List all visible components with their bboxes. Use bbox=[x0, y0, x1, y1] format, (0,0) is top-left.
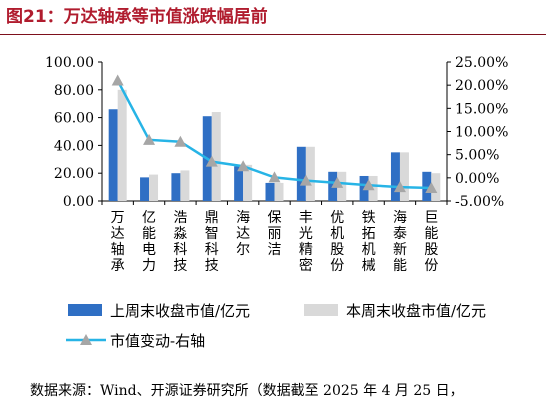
bar-this-week bbox=[305, 146, 315, 201]
x-axis-category-label: 丰光精密 bbox=[299, 210, 313, 274]
bar-this-week bbox=[274, 182, 284, 201]
x-axis-category-label: 海泰新能 bbox=[393, 210, 407, 274]
change-point bbox=[299, 174, 312, 186]
change-point bbox=[205, 155, 218, 167]
right-axis-tick-label: 5.00% bbox=[455, 148, 499, 164]
right-axis-tick-label: 20.00% bbox=[455, 78, 508, 94]
right-axis-tick-label: 10.00% bbox=[455, 125, 508, 141]
legend-label-this-week: 本周末收盘市值/亿元 bbox=[346, 302, 486, 320]
change-point bbox=[331, 176, 344, 188]
x-axis-category-label: 海达尔 bbox=[236, 210, 250, 258]
right-axis-tick-label: -5.00% bbox=[455, 194, 504, 210]
left-axis-tick-label: 80.00 bbox=[54, 83, 94, 99]
x-axis-category-label: 保丽洁 bbox=[268, 210, 282, 258]
bar-last-week bbox=[108, 109, 118, 201]
bar-this-week bbox=[243, 164, 253, 201]
bar-this-week bbox=[211, 112, 221, 201]
change-point bbox=[268, 171, 281, 183]
bar-last-week bbox=[390, 152, 400, 201]
x-axis-category-label: 巨能股份 bbox=[424, 210, 438, 274]
x-axis-category-label: 万达轴承 bbox=[111, 210, 125, 274]
left-axis-tick-label: 100.00 bbox=[45, 55, 94, 71]
legend-swatch-change-marker bbox=[80, 334, 92, 345]
left-axis-tick-label: 60.00 bbox=[54, 111, 94, 127]
bar-last-week bbox=[171, 173, 181, 201]
bar-last-week bbox=[140, 177, 150, 201]
change-point bbox=[362, 179, 375, 191]
change-point bbox=[393, 181, 406, 193]
source-note: 数据来源：Wind、开源证券研究所（数据截至 2025 年 4 月 25 日， bbox=[30, 383, 464, 399]
change-point bbox=[143, 133, 156, 145]
market-cap-chart: 0.00 20.00 40.00 60.00 80.00 100.00 -5.00% 0.00… bbox=[45, 55, 508, 350]
x-axis-category-label: 亿能电力 bbox=[142, 210, 156, 274]
change-point bbox=[425, 182, 438, 194]
legend-swatch-this-week bbox=[304, 304, 338, 316]
bar-this-week bbox=[117, 89, 127, 201]
right-axis-tick-label: 0.00% bbox=[455, 171, 499, 187]
title-divider bbox=[0, 34, 546, 35]
left-axis-tick-label: 0.00 bbox=[63, 194, 94, 210]
bar-last-week bbox=[296, 146, 306, 201]
bar-last-week bbox=[265, 182, 275, 201]
bar-last-week bbox=[422, 171, 432, 201]
legend-label-last-week: 上周末收盘市值/亿元 bbox=[110, 302, 250, 320]
left-axis-tick-label: 40.00 bbox=[54, 138, 94, 154]
right-axis-tick-label: 15.00% bbox=[455, 101, 508, 117]
x-axis-category-label: 浩淼科技 bbox=[173, 210, 187, 274]
chart-title: 图21：万达轴承等市值涨跌幅居前 bbox=[6, 7, 268, 27]
right-axis-tick-label: 25.00% bbox=[455, 55, 508, 71]
change-point bbox=[111, 74, 124, 86]
bar-this-week bbox=[399, 152, 409, 201]
bar-last-week bbox=[234, 166, 244, 201]
x-axis-category-label: 优机股份 bbox=[330, 210, 344, 274]
change-point bbox=[174, 135, 187, 147]
legend-swatch-last-week bbox=[68, 304, 102, 316]
x-axis-category-label: 鼎智科技 bbox=[205, 210, 219, 274]
bar-this-week bbox=[149, 174, 159, 201]
legend-label-change: 市值变动-右轴 bbox=[110, 332, 205, 350]
bar-this-week bbox=[180, 170, 190, 201]
x-axis-category-label: 铁拓机械 bbox=[362, 210, 376, 274]
bar-this-week bbox=[431, 173, 441, 201]
left-axis-tick-label: 20.00 bbox=[54, 166, 94, 182]
change-point bbox=[237, 160, 250, 172]
